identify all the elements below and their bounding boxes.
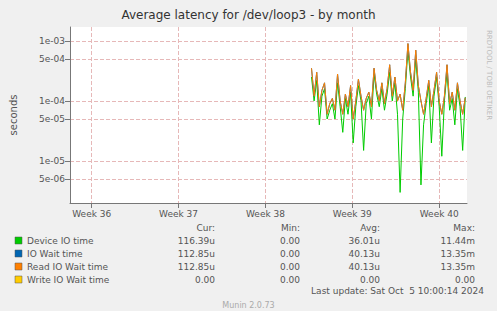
svg-text:Cur:: Cur: xyxy=(196,223,215,233)
svg-text:1e-03: 1e-03 xyxy=(39,36,65,46)
svg-text:Min:: Min: xyxy=(281,223,300,233)
svg-text:0.00: 0.00 xyxy=(280,262,300,272)
svg-text:Max:: Max: xyxy=(453,223,475,233)
svg-text:112.85u: 112.85u xyxy=(178,262,215,272)
svg-text:40.13u: 40.13u xyxy=(349,249,380,259)
svg-text:Week 37: Week 37 xyxy=(159,209,198,219)
svg-text:Avg:: Avg: xyxy=(360,223,380,233)
svg-text:0.00: 0.00 xyxy=(280,249,300,259)
svg-text:5e-06: 5e-06 xyxy=(39,174,65,184)
svg-text:1e-04: 1e-04 xyxy=(39,96,65,106)
svg-text:Week 40: Week 40 xyxy=(420,209,459,219)
svg-text:5e-04: 5e-04 xyxy=(39,54,65,64)
svg-text:0.00: 0.00 xyxy=(280,236,300,246)
svg-text:11.44m: 11.44m xyxy=(440,236,475,246)
svg-text:13.35m: 13.35m xyxy=(440,262,475,272)
svg-text:IO Wait time: IO Wait time xyxy=(27,249,83,259)
svg-text:Average latency for /dev/loop3: Average latency for /dev/loop3 - by mont… xyxy=(121,8,375,22)
svg-text:RRDTOOL / TOBI OETIKER: RRDTOOL / TOBI OETIKER xyxy=(485,30,493,120)
svg-text:112.85u: 112.85u xyxy=(178,249,215,259)
svg-text:0.00: 0.00 xyxy=(195,275,215,285)
svg-text:0.00: 0.00 xyxy=(280,275,300,285)
svg-text:116.39u: 116.39u xyxy=(178,236,215,246)
svg-text:5e-05: 5e-05 xyxy=(39,114,65,124)
svg-text:0.00: 0.00 xyxy=(455,275,475,285)
svg-text:Munin 2.0.73: Munin 2.0.73 xyxy=(222,301,274,310)
svg-text:Read IO Wait time: Read IO Wait time xyxy=(27,262,109,272)
svg-text:Week 38: Week 38 xyxy=(246,209,285,219)
svg-text:Write IO Wait time: Write IO Wait time xyxy=(27,275,110,285)
svg-text:seconds: seconds xyxy=(8,95,19,136)
svg-text:Week 36: Week 36 xyxy=(72,209,111,219)
svg-text:40.13u: 40.13u xyxy=(349,262,380,272)
svg-text:36.01u: 36.01u xyxy=(349,236,380,246)
svg-text:0.00: 0.00 xyxy=(360,275,380,285)
svg-text:Last update: Sat Oct 5 10:00:: Last update: Sat Oct 5 10:00:14 2024 xyxy=(311,286,484,296)
svg-text:13.35m: 13.35m xyxy=(440,249,475,259)
svg-text:Device IO time: Device IO time xyxy=(27,236,94,246)
svg-text:1e-05: 1e-05 xyxy=(39,156,65,166)
svg-text:Week 39: Week 39 xyxy=(333,209,372,219)
